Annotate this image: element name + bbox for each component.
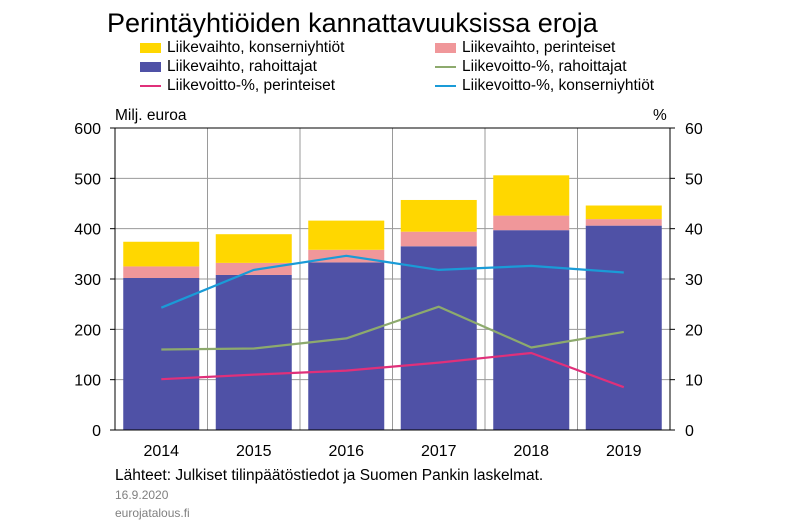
left-tick-label: 500 <box>74 171 101 188</box>
line-liikevoitto-perinteiset <box>161 351 625 389</box>
right-tick-label: 10 <box>685 373 703 390</box>
bar-liikevaihto-konserniyhtiot-2014 <box>123 241 200 267</box>
bar-liikevaihto-rahoittajat-2014 <box>123 277 200 430</box>
line-liikevoitto-konserniyhtiot <box>160 254 624 309</box>
x-tick-label: 2019 <box>606 443 642 460</box>
right-tick-label: 40 <box>685 222 703 239</box>
source-note: Lähteet: Julkiset tilinpäätöstiedot ja S… <box>115 467 544 484</box>
right-tick-label: 0 <box>685 423 694 440</box>
line-liikevoitto-rahoittajat <box>161 305 624 351</box>
bar-liikevaihto-rahoittajat-2019 <box>585 225 662 430</box>
bar-liikevaihto-konserniyhtiot-2018 <box>493 175 570 216</box>
right-tick-label: 20 <box>685 322 703 339</box>
x-tick-label: 2015 <box>236 443 272 460</box>
bar-liikevaihto-rahoittajat-2016 <box>308 262 385 430</box>
bar-liikevaihto-konserniyhtiot-2017 <box>400 199 477 232</box>
bar-liikevaihto-rahoittajat-2017 <box>400 246 477 430</box>
left-tick-label: 300 <box>74 272 101 289</box>
x-tick-label: 2016 <box>328 443 364 460</box>
x-tick-label: 2017 <box>421 443 457 460</box>
bar-liikevaihto-rahoittajat-2015 <box>215 274 292 430</box>
chart-title: Perintäyhtiöiden kannattavuuksissa eroja <box>107 8 598 38</box>
bar-liikevaihto-konserniyhtiot-2016 <box>308 220 385 250</box>
gridlines <box>115 128 670 430</box>
bar-liikevaihto-perinteiset-2019 <box>585 219 662 226</box>
line-series <box>160 254 625 389</box>
axes: 0 100 200 300 400 500 600 0 10 20 30 40 50 60 2014 2015… <box>74 121 703 460</box>
left-axis-unit-label: Milj. euroa <box>115 107 187 124</box>
site-name: eurojatalous.fi <box>115 506 190 520</box>
bar-liikevaihto-konserniyhtiot-2015 <box>215 234 292 263</box>
publish-date: 16.9.2020 <box>115 488 169 502</box>
left-tick-label: 400 <box>74 222 101 239</box>
left-tick-label: 100 <box>74 373 101 390</box>
bar-liikevaihto-konserniyhtiot-2019 <box>585 205 662 220</box>
left-tick-label: 200 <box>74 322 101 339</box>
x-tick-label: 2014 <box>143 443 179 460</box>
bar-liikevaihto-perinteiset-2014 <box>123 266 200 278</box>
left-tick-label: 0 <box>92 423 101 440</box>
bar-liikevaihto-perinteiset-2018 <box>493 215 570 231</box>
right-tick-label: 50 <box>685 171 703 188</box>
right-axis-unit-label: % <box>653 107 667 124</box>
right-tick-label: 30 <box>685 272 703 289</box>
bar-liikevaihto-rahoittajat-2018 <box>493 230 570 430</box>
x-tick-label: 2018 <box>513 443 549 460</box>
bar-liikevaihto-perinteiset-2017 <box>400 231 477 247</box>
right-tick-label: 60 <box>685 121 703 138</box>
left-tick-label: 600 <box>74 121 101 138</box>
